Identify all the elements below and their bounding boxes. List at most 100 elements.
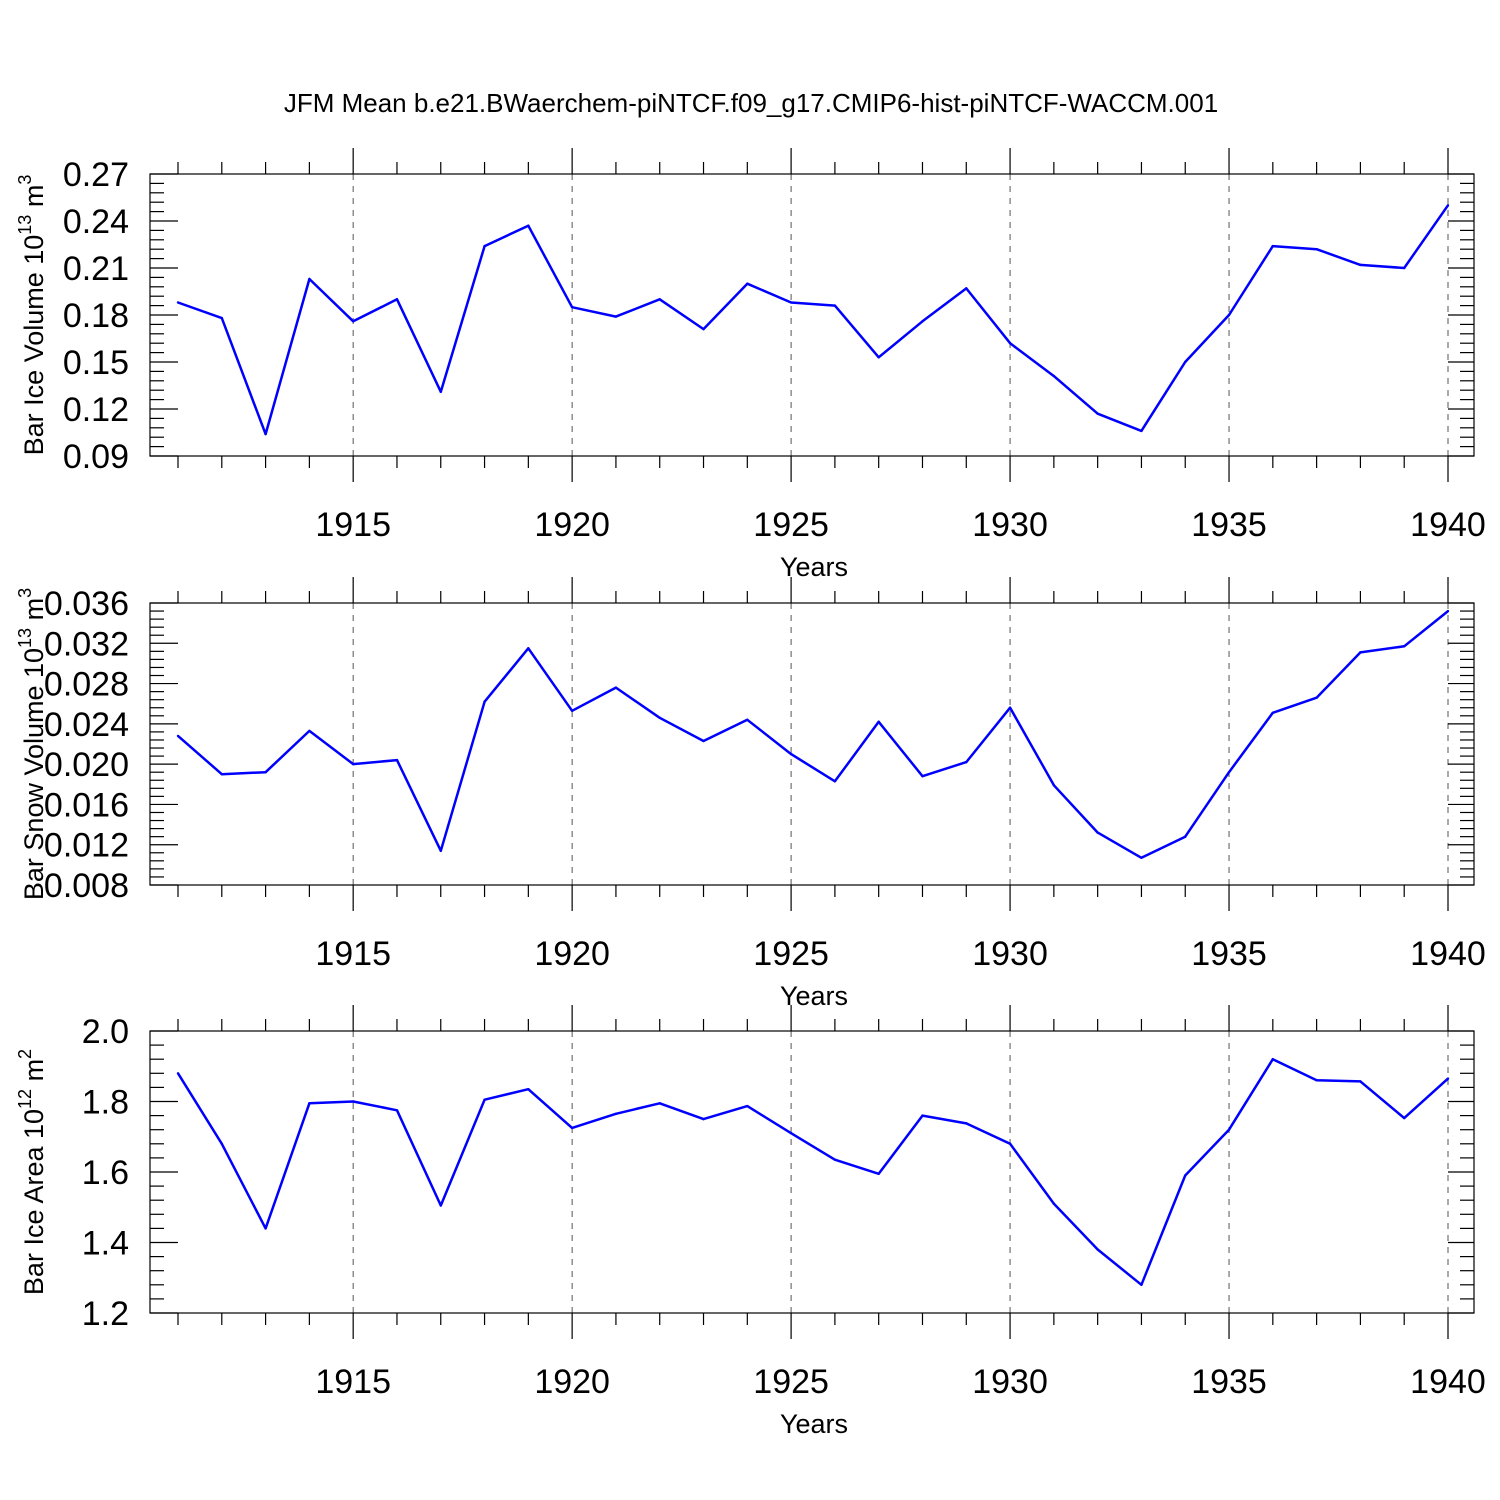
data-point-1933 — [1140, 429, 1143, 433]
data-point-1922 — [658, 716, 661, 720]
data-point-1916 — [395, 298, 399, 301]
x-axis-label: Years — [780, 552, 848, 582]
y-tick-label: 0.032 — [44, 625, 129, 663]
x-tick-label-1915: 1915 — [315, 935, 391, 973]
data-point-1926 — [833, 1158, 837, 1161]
plot-frame — [149, 173, 1475, 457]
y-tick-label: 0.09 — [63, 438, 129, 476]
data-point-1927 — [877, 356, 880, 359]
data-point-1936 — [1271, 1058, 1275, 1061]
x-tick-label-1930: 1930 — [972, 1363, 1048, 1401]
data-point-1911 — [176, 1072, 180, 1075]
y-tick-label: 0.18 — [63, 297, 129, 335]
data-point-1918 — [483, 700, 486, 703]
data-point-1916 — [395, 1109, 399, 1112]
data-point-1940 — [1446, 1077, 1450, 1080]
data-point-1919 — [527, 1087, 530, 1091]
data-point-1938 — [1359, 263, 1362, 267]
data-point-1940 — [1446, 609, 1450, 613]
x-tick-label-1935: 1935 — [1191, 935, 1267, 973]
y-tick-label: 1.8 — [82, 1084, 129, 1122]
data-point-1919 — [527, 647, 530, 650]
data-point-1920 — [570, 709, 574, 712]
x-tick-label-1935: 1935 — [1191, 506, 1267, 544]
data-point-1933 — [1140, 856, 1143, 860]
data-point-1932 — [1096, 412, 1099, 415]
data-point-1939 — [1403, 1116, 1406, 1120]
data-point-1918 — [483, 1098, 486, 1101]
data-point-1918 — [483, 244, 486, 248]
x-tick-label-1930: 1930 — [972, 935, 1048, 973]
data-point-1930 — [1008, 706, 1012, 709]
data-point-1912 — [220, 1142, 223, 1146]
y-tick-label: 0.020 — [44, 746, 129, 784]
data-point-1922 — [658, 298, 661, 301]
data-point-1937 — [1315, 248, 1318, 251]
data-point-1934 — [1184, 835, 1187, 838]
data-point-1921 — [614, 686, 618, 689]
data-point-1931 — [1052, 374, 1056, 378]
data-point-1924 — [746, 282, 749, 285]
data-point-1927 — [877, 720, 880, 724]
data-point-1936 — [1271, 244, 1275, 248]
data-point-1930 — [1008, 1142, 1012, 1146]
data-point-1935 — [1227, 771, 1231, 774]
data-point-1923 — [702, 739, 705, 743]
series-line — [177, 610, 1449, 860]
data-point-1917 — [439, 849, 442, 852]
data-point-1914 — [308, 277, 311, 281]
data-point-1922 — [658, 1102, 661, 1105]
y-tick-label: 0.27 — [63, 156, 129, 194]
panel-3: 1.2 1.4 1.6 1.8 2.0 1915 1920 1925 1930 1935 1940 Y… — [15, 1005, 1486, 1439]
data-point-1925 — [789, 1132, 793, 1135]
x-tick-label-1920: 1920 — [534, 1363, 610, 1401]
data-point-1939 — [1403, 645, 1406, 648]
data-point-1927 — [877, 1172, 880, 1175]
data-point-1933 — [1140, 1283, 1143, 1287]
y-axis-label: Bar Ice Volume 1013 m3 — [15, 175, 49, 456]
y-tick-label: 1.2 — [82, 1295, 129, 1333]
data-point-1929 — [965, 1122, 968, 1125]
data-point-1912 — [220, 773, 223, 776]
data-point-1912 — [220, 316, 223, 320]
x-tick-label-1940: 1940 — [1410, 935, 1486, 973]
x-tick-label-1920: 1920 — [534, 506, 610, 544]
y-tick-label: 0.15 — [63, 344, 129, 382]
data-point-1935 — [1227, 313, 1231, 317]
y-tick-label: 0.012 — [44, 827, 129, 865]
panel-2: 0.0080.0120.0160.0200.0240.0280.0320.036… — [15, 577, 1486, 1011]
y-tick-label: 0.036 — [44, 585, 129, 623]
y-axis-label: Bar Ice Area 1012 m2 — [15, 1049, 49, 1295]
data-point-1939 — [1403, 266, 1406, 270]
data-point-1915 — [351, 762, 355, 766]
y-tick-label: 0.24 — [63, 203, 129, 241]
data-point-1916 — [395, 758, 399, 762]
data-point-1928 — [921, 1114, 924, 1117]
data-point-1914 — [308, 1102, 311, 1105]
data-point-1924 — [746, 1104, 749, 1108]
data-point-1938 — [1359, 651, 1362, 654]
x-tick-label-1925: 1925 — [753, 506, 829, 544]
y-tick-label: 1.6 — [82, 1154, 129, 1192]
plot-frame — [149, 602, 1475, 886]
data-point-1934 — [1184, 360, 1187, 364]
x-axis-label: Years — [780, 1409, 848, 1439]
data-point-1925 — [789, 752, 793, 756]
data-point-1926 — [833, 780, 837, 783]
panels: 0.09 0.12 0.15 0.18 0.21 0.24 0.27 1915 1920 1925… — [15, 148, 1486, 1439]
data-point-1929 — [965, 287, 968, 290]
data-point-1934 — [1184, 1174, 1187, 1177]
series-line — [177, 204, 1450, 436]
data-point-1915 — [351, 1100, 355, 1103]
y-tick-label: 0.12 — [63, 391, 129, 429]
data-point-1917 — [439, 390, 442, 393]
x-tick-label-1940: 1940 — [1410, 506, 1486, 544]
data-point-1919 — [527, 224, 530, 227]
data-point-1929 — [965, 760, 968, 764]
y-tick-label: 0.016 — [44, 786, 129, 824]
data-point-1911 — [176, 301, 180, 304]
y-tick-label: 2.0 — [82, 1013, 129, 1051]
data-point-1913 — [264, 1227, 267, 1230]
data-point-1923 — [702, 327, 705, 331]
x-tick-label-1935: 1935 — [1191, 1363, 1267, 1401]
